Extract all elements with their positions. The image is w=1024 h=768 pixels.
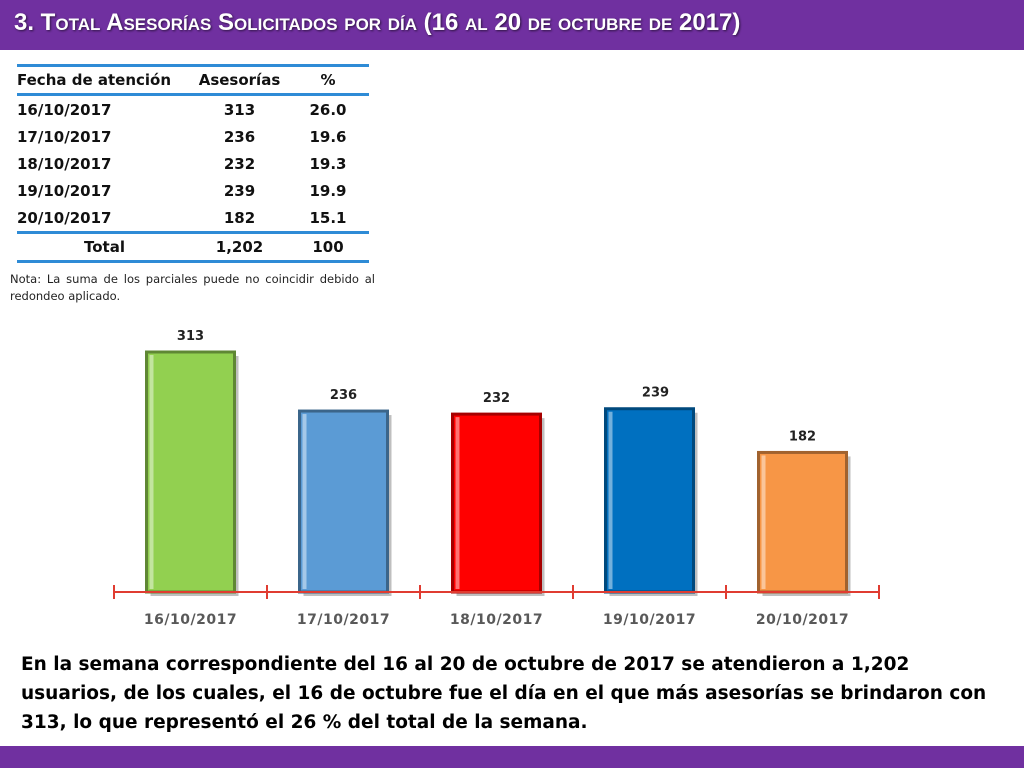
table-cell-date: 18/10/2017 (17, 154, 112, 173)
page-title: 3. Total Asesorías Solicitados por día (… (14, 9, 741, 36)
category-label: 16/10/2017 (144, 612, 237, 628)
table-cell-percent: 26.0 (309, 100, 347, 119)
table-total-row: Total 1,202 100 (17, 231, 369, 263)
data-label: 236 (330, 388, 357, 403)
table-cell-date: 20/10/2017 (17, 208, 112, 227)
bar-highlight (149, 355, 154, 589)
total-label: Total (17, 231, 192, 263)
table-cell-date: 16/10/2017 (17, 100, 112, 119)
category-label: 19/10/2017 (603, 612, 696, 628)
column-header: Asesorías (192, 64, 287, 96)
table-footnote: Nota: La suma de los parciales puede no … (10, 272, 375, 303)
summary-text: En la semana correspondiente del 16 al 2… (21, 654, 987, 733)
table-cell-count: 239 (223, 181, 256, 200)
table-row: 16/10/2017 313 26.0 (17, 95, 369, 124)
table-cell-percent: 15.1 (309, 208, 347, 227)
bar-17/10/2017 (298, 409, 389, 594)
bar-18/10/2017 (451, 412, 542, 594)
table-row: 18/10/2017 232 19.3 (17, 150, 369, 177)
table-row: 20/10/2017 182 15.1 (17, 204, 369, 233)
data-label: 239 (642, 386, 669, 401)
total-percent: 100 (287, 231, 369, 263)
table-cell-count: 236 (223, 127, 256, 146)
data-label: 232 (483, 391, 510, 406)
bar-highlight (608, 411, 613, 589)
data-label: 182 (789, 429, 816, 444)
data-label: 313 (177, 329, 204, 344)
column-header: Fecha de atención (17, 64, 192, 96)
column-header: % (287, 64, 369, 96)
table-row: 17/10/2017 236 19.6 (17, 123, 369, 150)
bar-highlight (761, 455, 766, 589)
table-cell-count: 182 (223, 208, 256, 227)
table-cell-percent: 19.6 (309, 127, 347, 146)
total-count: 1,202 (192, 231, 287, 263)
table-row: 19/10/2017 239 19.9 (17, 177, 369, 204)
data-table: Fecha de atención Asesorías % 16/10/2017… (17, 64, 369, 263)
header-bar: 3. Total Asesorías Solicitados por día (… (0, 0, 1024, 50)
bar-highlight (302, 414, 307, 589)
table-cell-count: 232 (223, 154, 256, 173)
category-label: 20/10/2017 (756, 612, 849, 628)
category-label: 18/10/2017 (450, 612, 543, 628)
bar-20/10/2017 (757, 450, 848, 594)
footer-bar (0, 746, 1024, 768)
table-cell-count: 313 (223, 100, 256, 119)
table-cell-date: 17/10/2017 (17, 127, 112, 146)
table-cell-percent: 19.3 (309, 154, 347, 173)
category-label: 17/10/2017 (297, 612, 390, 628)
table-cell-date: 19/10/2017 (17, 181, 112, 200)
bar-19/10/2017 (604, 407, 695, 594)
table-header-row: Fecha de atención Asesorías % (17, 64, 369, 96)
bar-16/10/2017 (145, 350, 236, 594)
bar-chart: 313 16/10/2017 236 17/10/2017 232 18/10/2017 2… (113, 329, 880, 628)
bar-highlight (455, 417, 460, 589)
table-cell-percent: 19.9 (309, 181, 347, 200)
